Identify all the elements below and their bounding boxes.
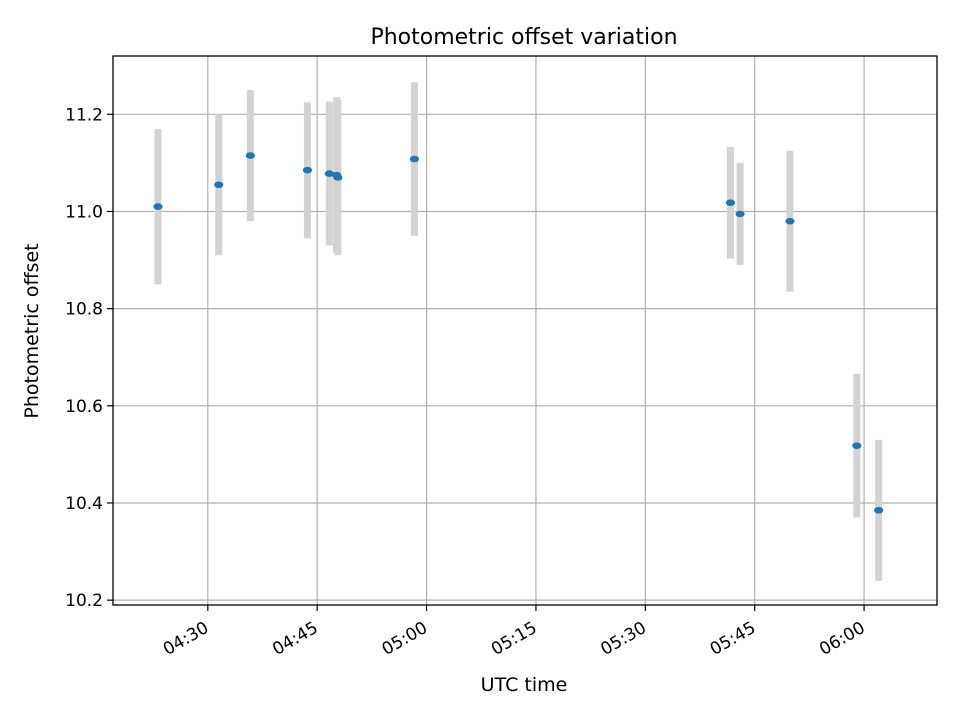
- x-axis-label: UTC time: [481, 674, 568, 696]
- data-point: [245, 152, 255, 159]
- y-tick-label: 10.6: [65, 397, 103, 417]
- data-point: [852, 442, 862, 449]
- data-point: [409, 155, 420, 163]
- data-point: [333, 174, 343, 181]
- data-point: [785, 217, 795, 225]
- x-tick-label: 05:00: [379, 618, 431, 660]
- data-point: [214, 181, 224, 189]
- x-tick-label: 06:00: [816, 618, 868, 660]
- y-tick-label: 10.4: [65, 494, 103, 514]
- data-points: [153, 152, 884, 514]
- y-tick-label: 11.0: [65, 202, 103, 222]
- data-point: [735, 210, 745, 218]
- x-tick-label: 04:45: [269, 618, 321, 660]
- plot-area-frame: [112, 55, 938, 606]
- grid: [113, 56, 937, 605]
- x-tick-label: 05:15: [488, 618, 540, 660]
- data-point: [302, 166, 313, 174]
- x-tick-label: 05:45: [707, 618, 759, 660]
- data-point: [324, 170, 334, 177]
- x-tick-label: 05:30: [597, 618, 649, 660]
- y-axis-label: Photometric offset: [21, 243, 43, 418]
- y-axis: 10.2 10.4 10.6 10.8 11.0 11.2: [65, 105, 113, 611]
- chart-title: Photometric offset variation: [370, 25, 677, 50]
- data-point: [725, 199, 735, 207]
- error-bars: [154, 82, 883, 581]
- x-tick-label: 04:30: [160, 618, 212, 660]
- y-tick-label: 11.2: [65, 105, 103, 125]
- data-point: [153, 203, 163, 210]
- data-point: [874, 506, 884, 514]
- y-tick-label: 10.8: [65, 300, 103, 320]
- y-tick-label: 10.2: [65, 591, 103, 611]
- x-axis: 04:30 04:45 05:00 05:15 05:30 05:45 06:00: [160, 605, 869, 660]
